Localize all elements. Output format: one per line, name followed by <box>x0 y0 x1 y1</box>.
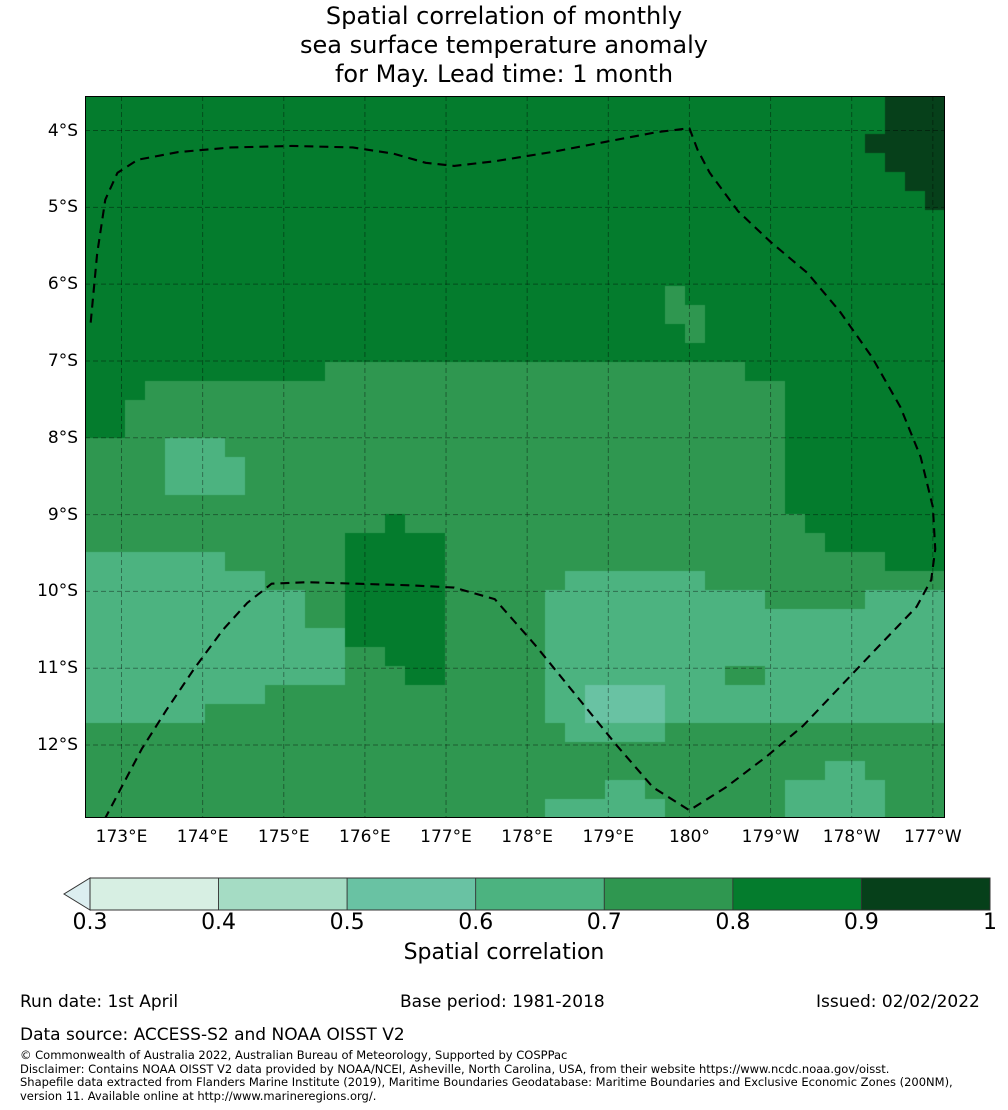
footer: Run date: 1st April Base period: 1981-20… <box>0 992 1008 1110</box>
y-axis-tick-3: 7°S <box>47 350 78 371</box>
heatmap-canvas <box>85 96 945 818</box>
fine-print-line-3: version 11. Available online at http://w… <box>20 1088 377 1103</box>
issued-date-text: Issued: 02/02/2022 <box>816 992 980 1012</box>
x-axis-ticklabels: 173°E 174°E 175°E 176°E 177°E 178°E 179°E 180° 1… <box>0 826 1008 856</box>
y-axis-ticklabels: 4°S 5°S 6°S 7°S 8°S 9°S 10°S 11°S 12°S <box>0 0 78 1110</box>
footer-meta-row: Run date: 1st April Base period: 1981-20… <box>0 992 1008 1018</box>
x-axis-tick-5: 178°E <box>501 827 554 847</box>
colorbar-swatches <box>63 877 991 911</box>
y-axis-tick-4: 8°S <box>47 427 78 448</box>
colorbar-tick-5: 0.8 <box>715 910 751 935</box>
correlation-heatmap-map <box>85 96 945 818</box>
x-axis-tick-3: 176°E <box>339 827 391 847</box>
fine-print-line-0: © Commonwealth of Australia 2022, Austra… <box>20 1048 568 1062</box>
x-axis-tick-2: 175°E <box>257 827 310 847</box>
colorbar-title: Spatial correlation <box>403 940 605 965</box>
data-source-text: Data source: ACCESS-S2 and NOAA OISST V2 <box>20 1025 405 1045</box>
colorbar: Spatial correlation 0.3 0.4 0.5 0.6 0.7 0.8 0.… <box>0 874 1008 974</box>
colorbar-tick-0: 0.3 <box>72 910 108 935</box>
x-axis-tick-6: 179°E <box>582 827 635 847</box>
fine-print-block: © Commonwealth of Australia 2022, Austra… <box>20 1048 1000 1103</box>
fine-print-line-1: Disclaimer: Contains NOAA OISST V2 data … <box>20 1061 890 1076</box>
fine-print-line-2: Shapefile data extracted from Flanders M… <box>20 1075 953 1090</box>
x-axis-tick-9: 178°W <box>822 827 881 847</box>
title-line-1: Spatial correlation of monthly <box>325 2 683 30</box>
x-axis-tick-7: 180° <box>668 827 710 847</box>
y-axis-tick-8: 12°S <box>37 735 78 756</box>
colorbar-tick-3: 0.6 <box>458 910 494 935</box>
colorbar-tick-6: 0.9 <box>843 910 879 935</box>
y-axis-tick-2: 6°S <box>47 274 78 295</box>
y-axis-tick-5: 9°S <box>47 504 78 525</box>
x-axis-tick-4: 177°E <box>420 827 472 847</box>
x-axis-tick-0: 173°E <box>95 827 148 847</box>
title-line-3: for May. Lead time: 1 month <box>334 60 674 88</box>
x-axis-tick-1: 174°E <box>176 827 229 847</box>
title-line-2: sea surface temperature anomaly <box>300 31 708 59</box>
colorbar-tick-7: 1 <box>983 910 997 935</box>
colorbar-tick-2: 0.5 <box>329 910 365 935</box>
colorbar-tick-4: 0.7 <box>586 910 622 935</box>
y-axis-tick-0: 4°S <box>47 120 78 141</box>
colorbar-tick-1: 0.4 <box>201 910 237 935</box>
x-axis-tick-10: 177°W <box>903 827 962 847</box>
y-axis-tick-6: 10°S <box>37 581 78 602</box>
y-axis-tick-7: 11°S <box>37 658 78 679</box>
page-title: Spatial correlation of monthly sea surfa… <box>0 2 1008 89</box>
x-axis-tick-8: 179°W <box>741 827 800 847</box>
base-period-text: Base period: 1981-2018 <box>400 992 605 1012</box>
run-date-text: Run date: 1st April <box>20 992 179 1012</box>
y-axis-tick-1: 5°S <box>47 197 78 218</box>
